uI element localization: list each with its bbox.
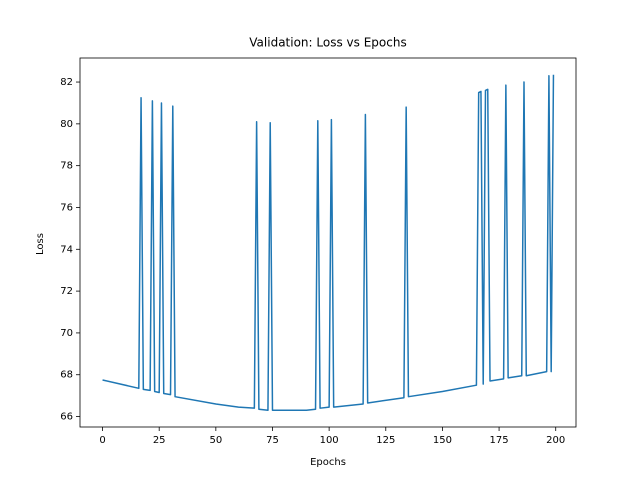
x-tick-label: 150 [433, 435, 452, 446]
y-tick-label: 80 [60, 119, 73, 130]
y-tick-label: 72 [60, 286, 73, 297]
axes-frame [79, 57, 577, 428]
x-tick-label: 175 [490, 435, 509, 446]
x-tick-label: 200 [546, 435, 565, 446]
y-tick-label: 70 [60, 328, 73, 339]
x-axis-label: Epochs [310, 457, 346, 468]
x-tick-label: 100 [320, 435, 339, 446]
y-tick-label: 82 [60, 77, 73, 88]
y-axis-label: Loss [35, 233, 46, 255]
x-tick-label: 75 [266, 435, 279, 446]
x-tick-label: 125 [376, 435, 395, 446]
y-tick-label: 74 [60, 244, 73, 255]
x-tick-label: 0 [99, 435, 105, 446]
x-tick-label: 25 [153, 435, 166, 446]
chart-title: Validation: Loss vs Epochs [249, 36, 406, 50]
x-tick-label: 50 [209, 435, 222, 446]
y-tick-label: 66 [60, 412, 73, 423]
line-series [102, 74, 555, 412]
y-tick-label: 78 [60, 161, 73, 172]
y-tick-label: 68 [60, 370, 73, 381]
y-tick-label: 76 [60, 202, 73, 213]
